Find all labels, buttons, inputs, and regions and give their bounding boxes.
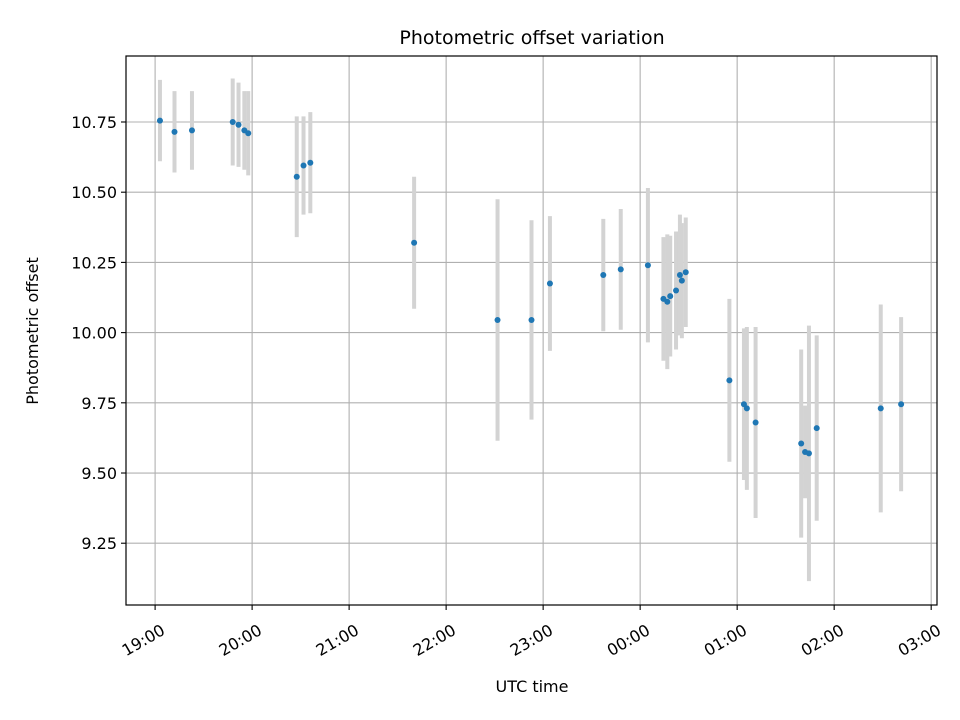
data-point (667, 293, 674, 300)
y-tick-label: 10.75 (71, 113, 117, 132)
data-point (898, 401, 905, 408)
y-tick-label: 9.25 (81, 534, 117, 553)
data-point (528, 316, 535, 323)
data-point (229, 118, 236, 125)
data-point (743, 405, 750, 412)
y-tick-label: 10.25 (71, 253, 117, 272)
y-tick-label: 9.50 (81, 464, 117, 483)
data-point (740, 401, 747, 408)
data-point (813, 425, 820, 432)
y-tick-label: 9.75 (81, 394, 117, 413)
data-point (171, 128, 178, 135)
data-point (678, 277, 685, 284)
data-point (546, 280, 553, 287)
data-point (617, 266, 624, 273)
data-point (676, 272, 683, 279)
data-point (600, 272, 607, 279)
data-point (644, 262, 651, 269)
y-tick-label: 10.00 (71, 324, 117, 343)
data-point (805, 450, 812, 457)
data-point (673, 287, 680, 294)
data-point (235, 121, 242, 128)
data-point (726, 377, 733, 384)
y-axis-label: Photometric offset (23, 257, 42, 405)
data-point (411, 239, 418, 246)
data-point (877, 405, 884, 412)
x-axis-label: UTC time (496, 677, 569, 696)
data-point (798, 440, 805, 447)
chart-title: Photometric offset variation (399, 27, 664, 49)
y-tick-label: 10.50 (71, 183, 117, 202)
data-point (188, 127, 195, 134)
plot-frame (125, 55, 938, 606)
data-point (752, 419, 759, 426)
data-point (494, 316, 501, 323)
data-point (245, 130, 252, 137)
data-point (682, 269, 689, 276)
data-point (664, 298, 671, 305)
data-points (156, 117, 905, 457)
data-point (307, 159, 314, 166)
data-point (300, 162, 307, 169)
data-point (293, 173, 300, 180)
data-point (156, 117, 163, 124)
